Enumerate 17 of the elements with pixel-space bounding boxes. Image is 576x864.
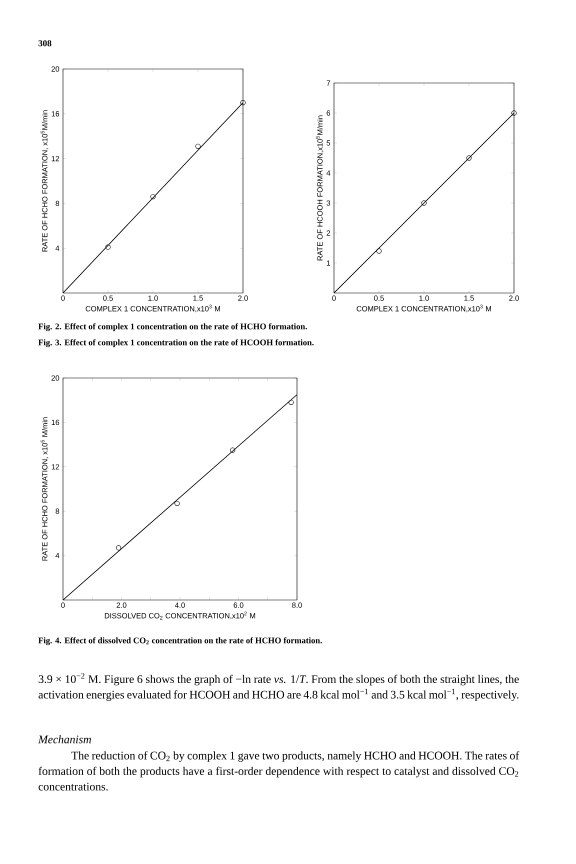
text: The reduction of CO$_{2}$ by complex 1 gave two products, namely HCHO and HCOOH. The rates of formation of both the products have a first-order dependence with respect to catalyst and dissolved CO$_{2}$ concentrations. bbox=[38, 751, 520, 791]
point bbox=[421, 200, 427, 206]
point bbox=[288, 400, 294, 406]
point bbox=[174, 500, 180, 506]
caption: Fig. 2. Effect of complex 1 concentration on the rate of HCHO formation. bbox=[38, 323, 307, 332]
point bbox=[466, 155, 472, 161]
caption: Fig. 4. Effect of dissolved CO$_{2}$ concentration on the rate of HCHO formation. bbox=[38, 637, 322, 646]
text: 308 bbox=[38, 40, 52, 46]
point bbox=[376, 248, 382, 254]
caption: Fig. 3. Effect of complex 1 concentration on the rate of HCOOH formation. bbox=[38, 339, 314, 348]
text: Mechanism bbox=[38, 735, 91, 744]
point bbox=[116, 545, 122, 550]
point bbox=[105, 244, 111, 250]
point bbox=[150, 194, 156, 200]
point bbox=[230, 448, 236, 453]
text: 3.9 × 10$^{−2}$ M. Figure 6 shows the graph of −ln rate vs. 1/T. From the slopes of both the straight lines, the activation energies evaluated for HCOOH and HCHO are 4.8 kcal mol$^{−1}$ and 3.5 kcal mol$^{−1}$, respectively. bbox=[38, 673, 519, 701]
point bbox=[195, 144, 201, 149]
